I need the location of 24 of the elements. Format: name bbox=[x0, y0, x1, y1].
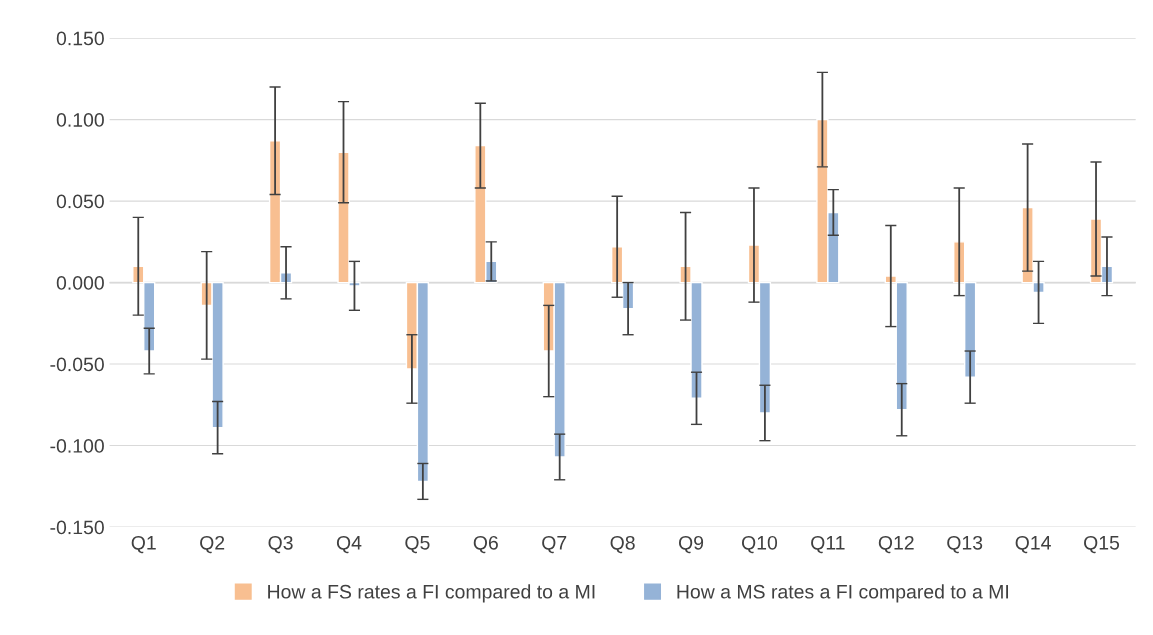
y-tick-label: 0.050 bbox=[56, 194, 104, 209]
x-tick-label: Q13 bbox=[947, 535, 983, 554]
x-tick-label: Q2 bbox=[200, 535, 225, 554]
x-tick-label: Q9 bbox=[678, 535, 704, 554]
x-tick-label: Q12 bbox=[878, 535, 914, 554]
legend-label: How a FS rates a FI compared to a MI bbox=[268, 584, 595, 603]
y-tick-label: 0.000 bbox=[56, 276, 104, 290]
x-tick-label: Q6 bbox=[473, 535, 498, 554]
x-tick-label: Q5 bbox=[405, 535, 430, 554]
x-tick-label: Q15 bbox=[1084, 535, 1120, 554]
x-tick-label: Q3 bbox=[268, 535, 293, 554]
y-tick-label: -0.100 bbox=[50, 439, 104, 453]
y-tick-label: 0.100 bbox=[56, 113, 104, 127]
x-tick-label: Q8 bbox=[610, 535, 635, 554]
x-tick-label: Q4 bbox=[336, 535, 362, 554]
x-tick-label: Q1 bbox=[131, 535, 156, 554]
y-tick-label: -0.050 bbox=[50, 357, 104, 372]
x-tick-label: Q11 bbox=[811, 535, 845, 554]
legend-label: How a MS rates a FI compared to a MI bbox=[677, 584, 1008, 603]
y-tick-label: 0.150 bbox=[56, 31, 104, 46]
y-tick-label: -0.150 bbox=[50, 520, 104, 535]
x-tick-label: Q10 bbox=[741, 535, 778, 554]
x-tick-label: Q14 bbox=[1015, 535, 1051, 554]
x-tick-label: Q7 bbox=[542, 535, 567, 554]
